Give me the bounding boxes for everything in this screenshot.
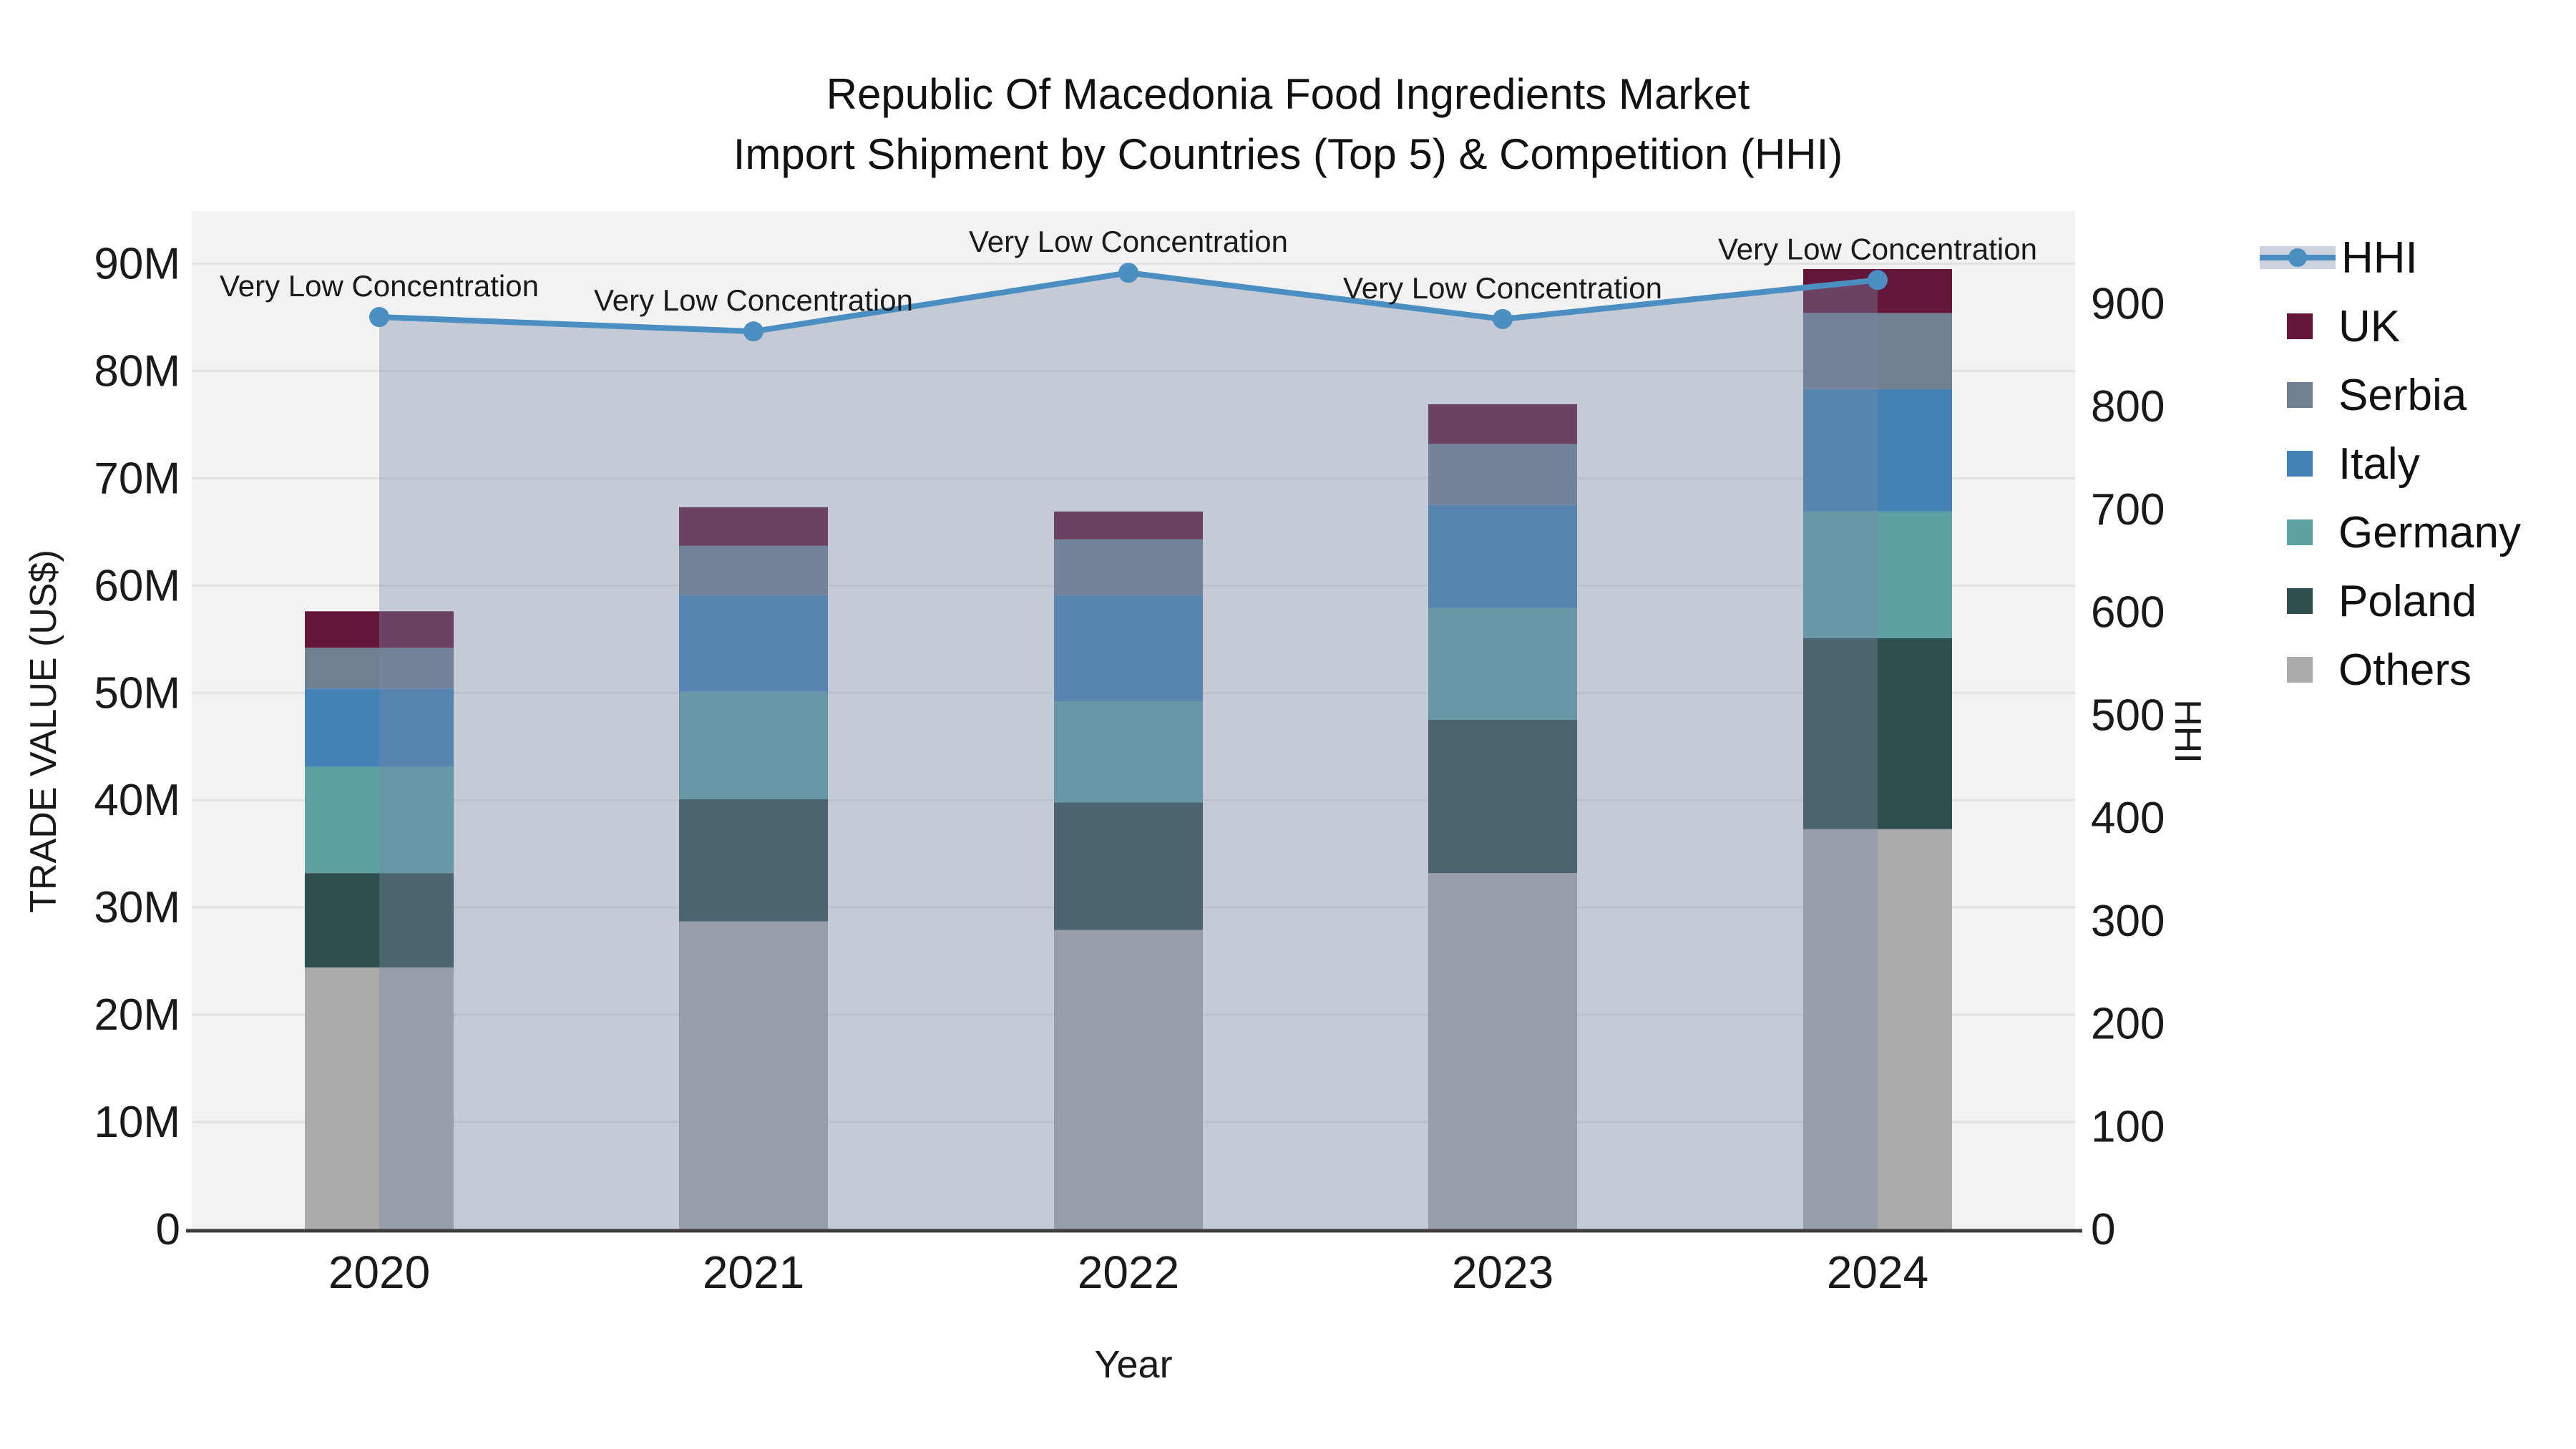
bar-segment-poland-2023[interactable] [1428, 719, 1577, 874]
y-left-axis-title: TRADE VALUE (US$) [23, 550, 64, 913]
annotation-2023: Very Low Concentration [1343, 271, 1662, 305]
y-right-axis-title: HHI [2167, 699, 2208, 763]
hhi-marker-swatch [2288, 248, 2307, 267]
y-right-tick-800: 800 [2091, 382, 2165, 431]
y-left-tick-60M: 60M [94, 561, 180, 610]
legend-swatch-italy [2287, 451, 2313, 477]
bar-segment-uk-2022[interactable] [1054, 511, 1203, 540]
y-right-tick-500: 500 [2091, 691, 2165, 740]
bar-segment-italy-2022[interactable] [1054, 595, 1203, 702]
y-left-tick-10M: 10M [94, 1098, 180, 1147]
legend-label-poland: Poland [2338, 576, 2477, 626]
bar-segment-germany-2020[interactable] [305, 766, 454, 874]
chart-title-line2: Import Shipment by Countries (Top 5) & C… [733, 130, 1843, 178]
bar-segment-others-2021[interactable] [679, 921, 828, 1229]
bar-segment-uk-2021[interactable] [679, 507, 828, 546]
legend-item-germany[interactable]: Germany [2260, 498, 2521, 567]
annotation-2020: Very Low Concentration [220, 269, 539, 303]
bar-segment-serbia-2021[interactable] [679, 545, 828, 595]
y-left-tick-80M: 80M [94, 346, 180, 396]
hhi-marker-2023[interactable] [1493, 308, 1513, 329]
bar-segment-poland-2021[interactable] [679, 799, 828, 922]
legend-label-hhi: HHI [2341, 233, 2418, 283]
legend-label-serbia: Serbia [2338, 370, 2467, 420]
y-right-tick-600: 600 [2091, 588, 2165, 638]
hhi-marker-2024[interactable] [1868, 270, 1888, 291]
x-tick-2024: 2024 [1827, 1246, 1928, 1298]
hhi-marker-2020[interactable] [369, 307, 389, 328]
y-left-tick-20M: 20M [94, 990, 180, 1040]
bar-segment-italy-2020[interactable] [305, 688, 454, 767]
y-left-tick-70M: 70M [94, 454, 180, 503]
bar-segment-serbia-2024[interactable] [1803, 313, 1952, 389]
legend-label-uk: UK [2338, 301, 2401, 351]
y-right-tick-200: 200 [2091, 1000, 2165, 1049]
chart-title: Republic Of Macedonia Food Ingredients M… [0, 64, 2576, 185]
y-right-tick-700: 700 [2091, 485, 2165, 535]
legend-label-others: Others [2338, 645, 2472, 695]
bar-segment-others-2020[interactable] [305, 967, 454, 1229]
legend-item-poland[interactable]: Poland [2260, 567, 2521, 635]
bar-segment-others-2024[interactable] [1803, 829, 1952, 1229]
hhi-marker-2022[interactable] [1118, 263, 1138, 283]
bar-segment-germany-2024[interactable] [1803, 511, 1952, 638]
legend-swatch-others [2287, 657, 2313, 683]
bar-segment-serbia-2022[interactable] [1054, 539, 1203, 595]
bar-segment-germany-2022[interactable] [1054, 701, 1203, 803]
bar-segment-poland-2024[interactable] [1803, 638, 1952, 829]
legend-item-serbia[interactable]: Serbia [2260, 361, 2521, 429]
bar-segment-germany-2021[interactable] [679, 691, 828, 799]
y-left-tick-50M: 50M [94, 668, 180, 718]
bar-segment-others-2023[interactable] [1428, 873, 1577, 1229]
legend-swatch-poland [2287, 588, 2313, 614]
y-right-tick-0: 0 [2091, 1205, 2115, 1254]
bar-segment-serbia-2023[interactable] [1428, 444, 1577, 505]
x-tick-2022: 2022 [1078, 1246, 1179, 1298]
bar-segment-poland-2022[interactable] [1054, 802, 1203, 930]
annotation-2024: Very Low Concentration [1718, 232, 2037, 265]
bar-segment-italy-2021[interactable] [679, 595, 828, 692]
y-left-tick-0: 0 [156, 1205, 180, 1254]
bar-segment-germany-2023[interactable] [1428, 608, 1577, 720]
legend-swatch-germany [2287, 519, 2313, 545]
x-tick-2023: 2023 [1452, 1246, 1553, 1298]
bar-segment-italy-2023[interactable] [1428, 504, 1577, 608]
bar-segment-serbia-2020[interactable] [305, 648, 454, 689]
legend-label-germany: Germany [2338, 507, 2521, 557]
y-left-tick-40M: 40M [94, 776, 180, 825]
x-tick-2020: 2020 [328, 1246, 430, 1298]
x-tick-2021: 2021 [703, 1246, 804, 1298]
legend-swatch-serbia [2287, 382, 2313, 408]
bar-segment-poland-2020[interactable] [305, 873, 454, 968]
x-axis-title: Year [1094, 1343, 1172, 1386]
legend: HHI UK Serbia Italy Germany Poland Others [2260, 223, 2521, 704]
bar-segment-others-2022[interactable] [1054, 930, 1203, 1229]
y-right-tick-400: 400 [2091, 794, 2165, 843]
legend-item-others[interactable]: Others [2260, 635, 2521, 704]
annotation-2021: Very Low Concentration [594, 283, 913, 317]
legend-swatch-uk [2287, 313, 2313, 339]
bar-segment-italy-2024[interactable] [1803, 389, 1952, 512]
chart-title-line1: Republic Of Macedonia Food Ingredients M… [826, 70, 1750, 118]
hhi-legend-sample [2260, 245, 2336, 270]
hhi-area [379, 273, 1878, 1229]
legend-label-italy: Italy [2338, 439, 2420, 489]
y-right-tick-300: 300 [2091, 897, 2165, 946]
legend-item-hhi[interactable]: HHI [2260, 223, 2521, 292]
y-right-tick-900: 900 [2091, 279, 2165, 328]
y-left-tick-30M: 30M [94, 883, 180, 932]
bar-segment-uk-2023[interactable] [1428, 404, 1577, 444]
legend-item-uk[interactable]: UK [2260, 292, 2521, 361]
hhi-marker-2021[interactable] [743, 321, 763, 342]
legend-item-italy[interactable]: Italy [2260, 429, 2521, 498]
bar-segment-uk-2020[interactable] [305, 611, 454, 648]
annotation-2022: Very Low Concentration [969, 225, 1288, 258]
y-right-tick-100: 100 [2091, 1102, 2165, 1151]
y-left-tick-90M: 90M [94, 239, 180, 288]
